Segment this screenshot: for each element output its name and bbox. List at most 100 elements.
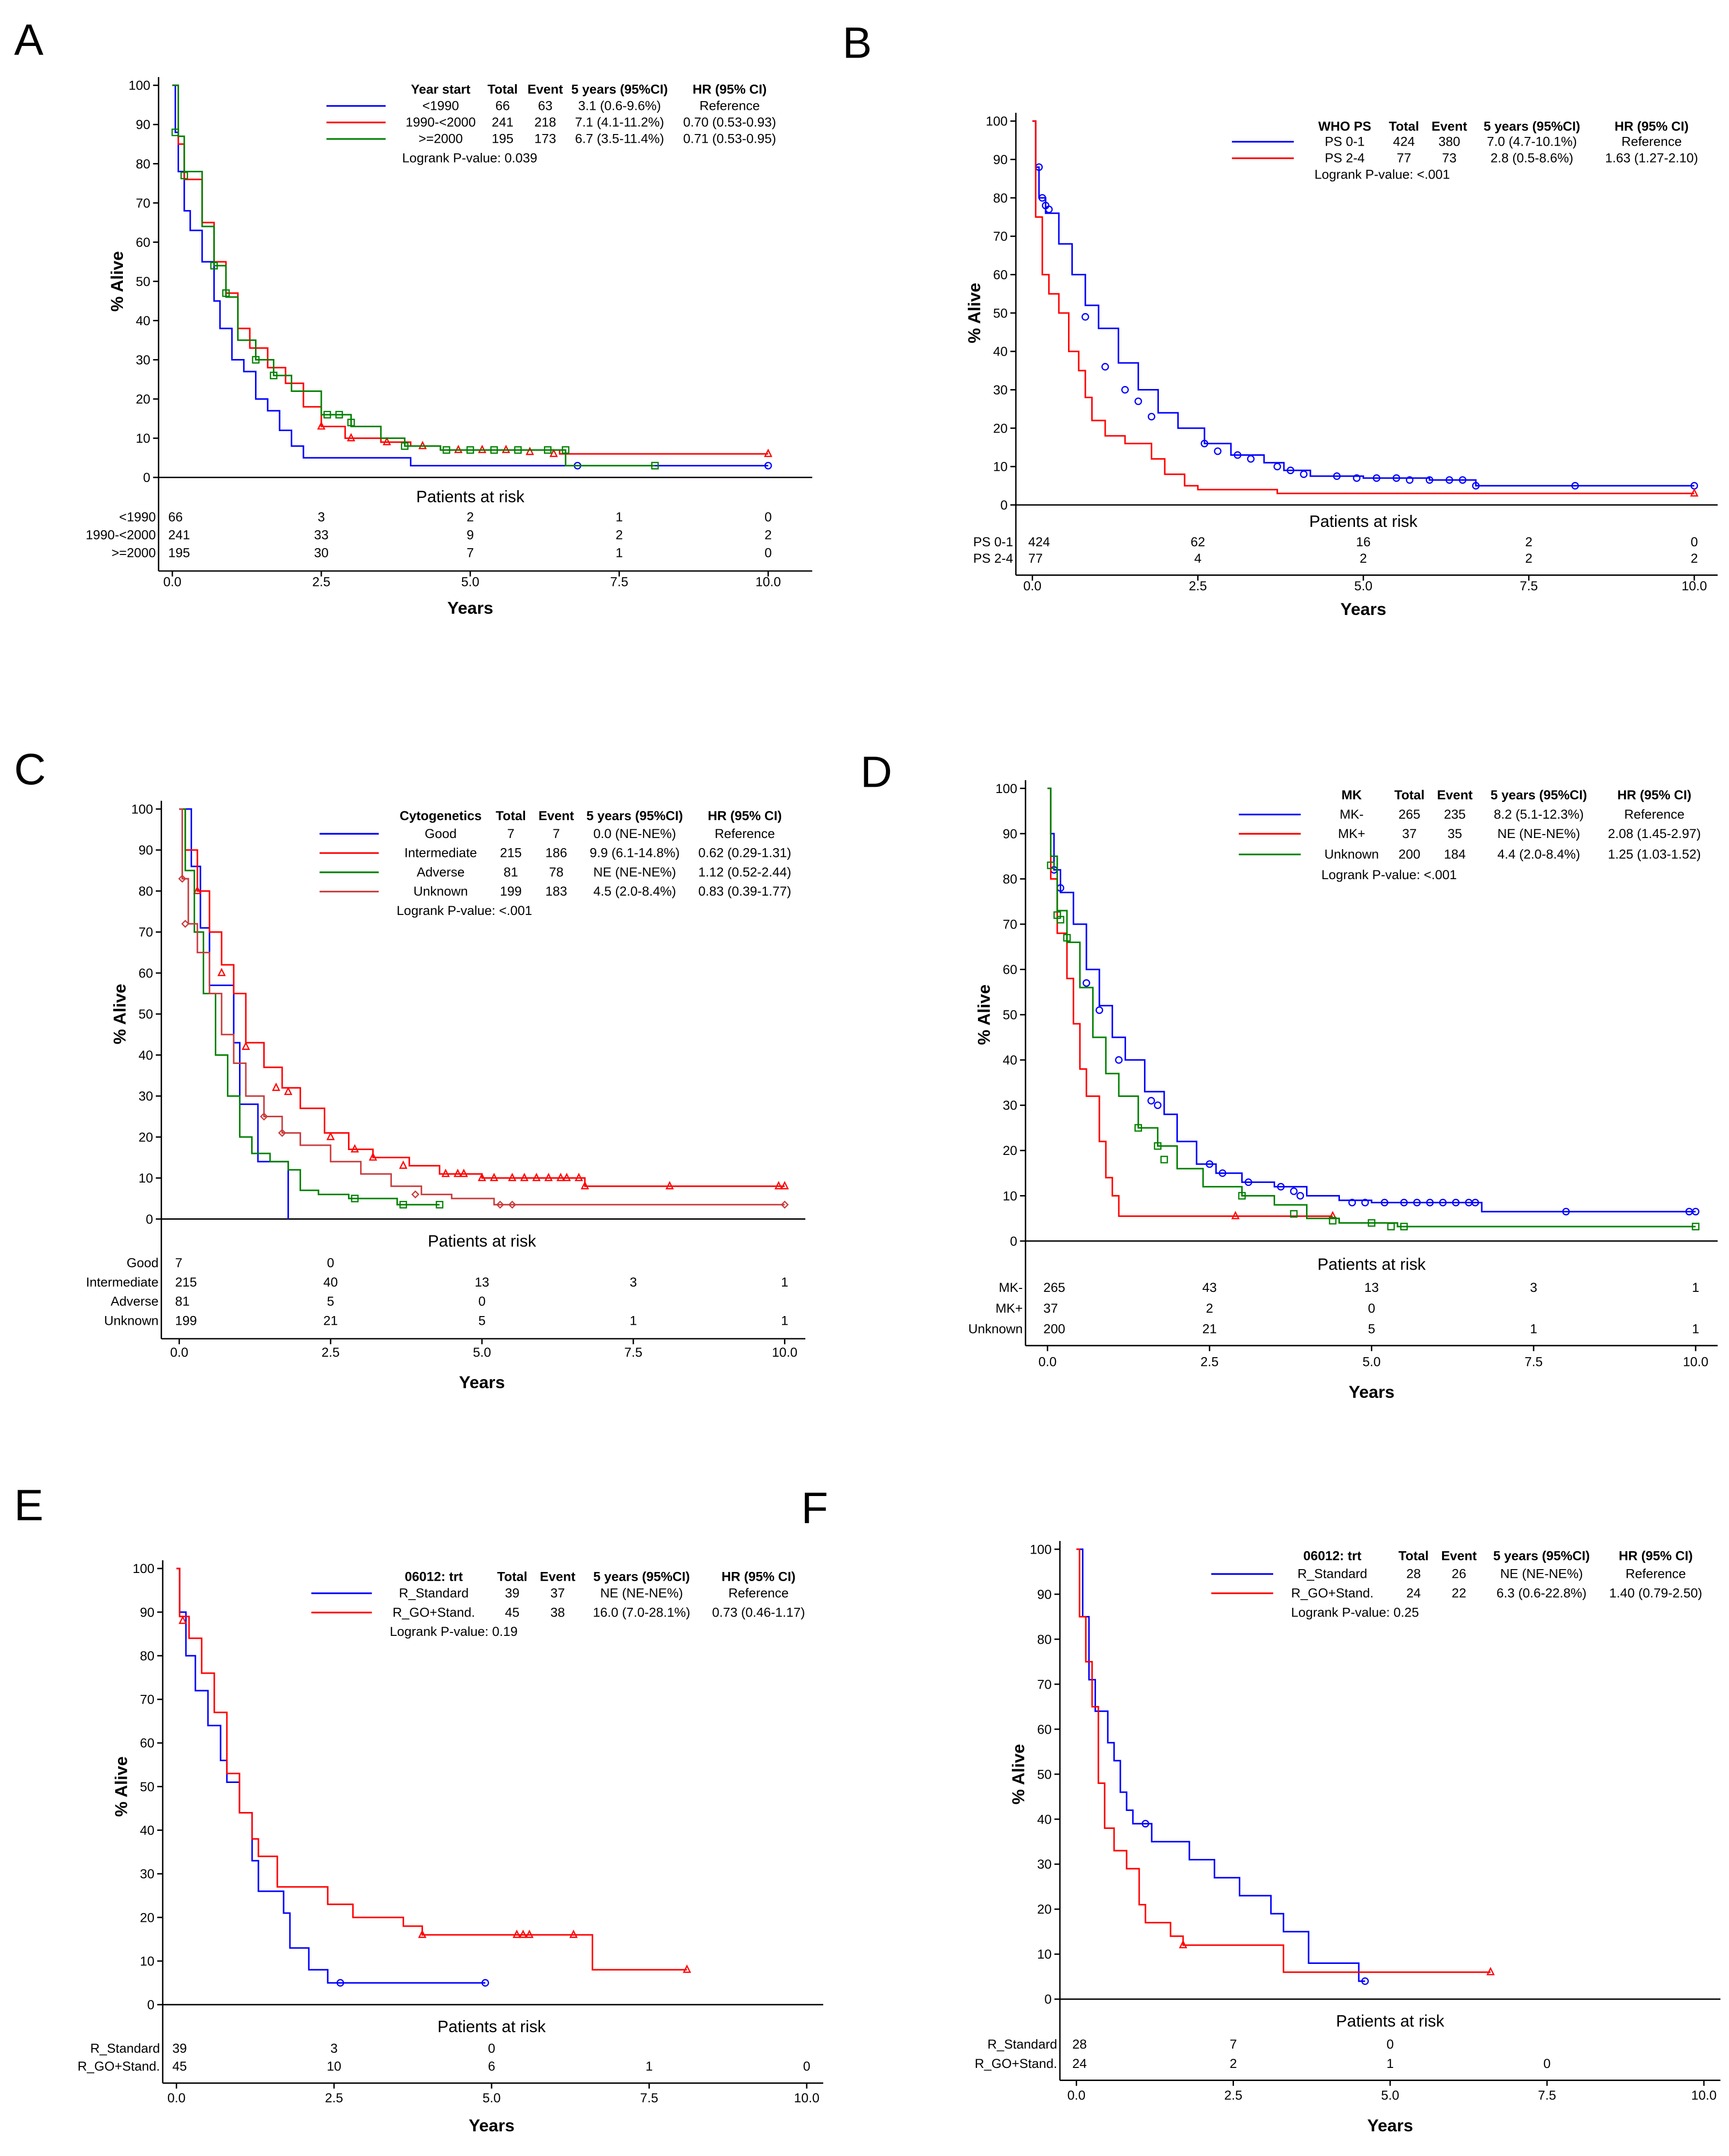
censor-marker xyxy=(1400,1198,1408,1207)
risk-count: 39 xyxy=(172,2041,187,2056)
logrank-pvalue: Logrank P-value: 0.19 xyxy=(390,1624,517,1639)
censor-marker xyxy=(1273,463,1281,471)
legend-total: 77 xyxy=(1397,151,1411,165)
x-tick-label: 0.0 xyxy=(1067,2088,1086,2102)
censor-marker xyxy=(369,1152,377,1161)
y-tick-label: 70 xyxy=(138,925,153,940)
y-tick-label: 70 xyxy=(1003,917,1017,931)
legend-header: Total xyxy=(487,82,517,96)
legend-header: HR (95% CI) xyxy=(722,1569,796,1584)
risk-row-label: Unknown xyxy=(104,1313,159,1328)
censor-marker xyxy=(181,919,190,928)
censor-marker xyxy=(1082,313,1089,321)
y-axis-label: % Alive xyxy=(1008,1744,1028,1804)
censor-marker xyxy=(1083,979,1090,987)
legend-total: 424 xyxy=(1393,134,1415,149)
y-axis-label: % Alive xyxy=(110,984,129,1044)
censor-marker xyxy=(399,1160,407,1169)
risk-count: 0 xyxy=(803,2059,811,2074)
censor-marker xyxy=(1247,455,1255,463)
censor-marker xyxy=(326,1132,335,1140)
legend-header: HR (95% CI) xyxy=(692,82,767,96)
x-tick-label: 2.5 xyxy=(1224,2088,1243,2102)
censor-marker xyxy=(1426,1198,1434,1207)
censor-marker xyxy=(1160,1155,1168,1164)
censor-marker xyxy=(1147,1097,1155,1105)
censor-marker xyxy=(1038,194,1046,202)
y-tick-label: 80 xyxy=(136,157,150,171)
legend-header: HR (95% CI) xyxy=(708,808,782,823)
y-axis-label: % Alive xyxy=(111,1756,131,1817)
y-tick-label: 30 xyxy=(140,1867,154,1881)
legend-header: MK xyxy=(1341,788,1362,802)
censor-marker xyxy=(382,436,391,446)
legend-total: 66 xyxy=(496,98,510,113)
risk-count: 3 xyxy=(1530,1280,1537,1295)
y-tick-label: 80 xyxy=(140,1648,154,1663)
y-tick-label: 50 xyxy=(140,1780,154,1794)
censor-marker xyxy=(481,1979,489,1987)
survival-curve-<1990 xyxy=(172,84,768,466)
legend-five-year: 16.0 (7.0-28.1%) xyxy=(593,1605,690,1619)
censor-marker xyxy=(1562,1208,1570,1215)
y-tick-label: 30 xyxy=(138,1089,153,1104)
risk-table-title: Patients at risk xyxy=(1336,2012,1445,2031)
risk-count: 37 xyxy=(1043,1301,1058,1316)
censor-marker xyxy=(441,1168,450,1177)
legend-header: Cytogenetics xyxy=(400,808,482,823)
y-tick-label: 20 xyxy=(993,421,1007,435)
censor-marker xyxy=(317,421,326,430)
censor-marker xyxy=(549,449,558,457)
censor-marker xyxy=(496,1200,504,1209)
panel-letter: E xyxy=(14,1481,44,1530)
censor-marker xyxy=(1471,1198,1479,1207)
legend-event: 184 xyxy=(1444,847,1466,861)
risk-count: 1 xyxy=(1692,1280,1699,1295)
legend-hr: 0.70 (0.53-0.93) xyxy=(683,115,776,130)
censor-marker xyxy=(1121,386,1129,394)
censor-marker xyxy=(336,1979,345,1987)
censor-marker xyxy=(1147,413,1156,420)
risk-count: 2 xyxy=(1206,1301,1213,1316)
legend-hr: Reference xyxy=(1622,134,1682,149)
y-tick-label: 90 xyxy=(136,118,150,132)
y-tick-label: 80 xyxy=(138,884,153,898)
survival-curve-Intermediate xyxy=(179,808,785,1187)
legend-hr: 0.62 (0.29-1.31) xyxy=(698,846,791,860)
y-tick-label: 90 xyxy=(1037,1587,1052,1602)
y-tick-label: 40 xyxy=(1003,1053,1017,1067)
risk-count: 33 xyxy=(314,528,329,542)
risk-count: 40 xyxy=(323,1275,338,1289)
censor-marker xyxy=(1115,1056,1123,1064)
legend-event: 63 xyxy=(538,98,553,113)
risk-row-label: R_GO+Stand. xyxy=(975,2056,1057,2071)
x-tick-label: 2.5 xyxy=(1189,579,1207,593)
censor-marker xyxy=(401,442,409,450)
y-tick-label: 40 xyxy=(140,1823,154,1838)
x-tick-label: 7.5 xyxy=(1538,2088,1556,2102)
legend-five-year: 2.8 (0.5-8.6%) xyxy=(1490,151,1573,165)
risk-count: 215 xyxy=(175,1275,197,1289)
censor-marker xyxy=(1287,466,1294,475)
censor-marker xyxy=(1238,1192,1246,1200)
legend-header: Event xyxy=(1431,119,1467,134)
censor-marker xyxy=(1134,1124,1143,1132)
censor-marker xyxy=(1290,1187,1298,1195)
risk-count: 6 xyxy=(488,2059,495,2074)
risk-count: 7 xyxy=(466,546,474,560)
legend-header: 06012: trt xyxy=(1303,1549,1361,1563)
survival-curve-R_GO+Stand. xyxy=(176,1568,687,1971)
risk-count: 21 xyxy=(1203,1321,1217,1336)
risk-count: 77 xyxy=(1028,551,1043,566)
x-tick-label: 7.5 xyxy=(624,1345,643,1360)
legend-name: 1990-<2000 xyxy=(406,115,476,130)
survival-curve-R_GO+Stand. xyxy=(1076,1548,1491,1973)
survival-curve-Unknown xyxy=(1047,787,1696,1228)
x-tick-label: 5.0 xyxy=(473,1345,491,1360)
censor-marker xyxy=(562,1172,571,1182)
y-tick-label: 50 xyxy=(136,274,150,289)
risk-count: 2 xyxy=(1525,551,1533,566)
censor-marker xyxy=(260,1112,268,1121)
x-tick-label: 10.0 xyxy=(1691,2088,1717,2102)
